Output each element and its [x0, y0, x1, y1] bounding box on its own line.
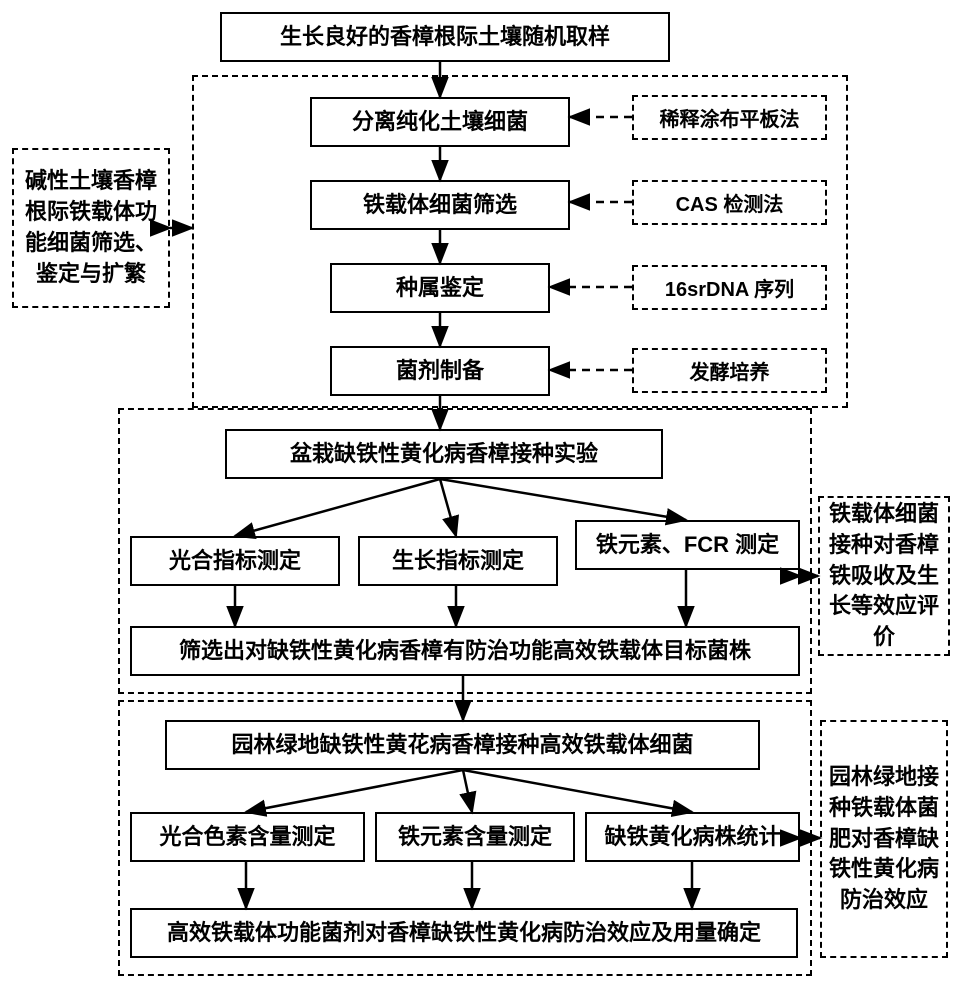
stage-label-s2: 铁载体细菌接种对香樟铁吸收及生长等效应评价: [818, 496, 950, 656]
stage-label-s1: 碱性土壤香樟根际铁载体功能细菌筛选、鉴定与扩繁: [12, 148, 170, 308]
flowchart-canvas: 生长良好的香樟根际土壤随机取样分离纯化土壤细菌铁载体细菌筛选种属鉴定菌剂制备盆栽…: [0, 0, 955, 1000]
node-label: 生长良好的香樟根际土壤随机取样: [280, 22, 610, 52]
stage-frame-f1: [192, 75, 848, 408]
stage-label-text: 碱性土壤香樟根际铁载体功能细菌筛选、鉴定与扩繁: [18, 166, 164, 289]
stage-label-text: 铁载体细菌接种对香樟铁吸收及生长等效应评价: [824, 499, 944, 653]
stage-label-text: 园林绿地接种铁载体菌肥对香樟缺铁性黄化病防治效应: [826, 762, 942, 916]
stage-label-s3: 园林绿地接种铁载体菌肥对香樟缺铁性黄化病防治效应: [820, 720, 948, 958]
flow-node-b0: 生长良好的香樟根际土壤随机取样: [220, 12, 670, 62]
stage-frame-f3: [118, 700, 812, 976]
stage-frame-f2: [118, 408, 812, 694]
